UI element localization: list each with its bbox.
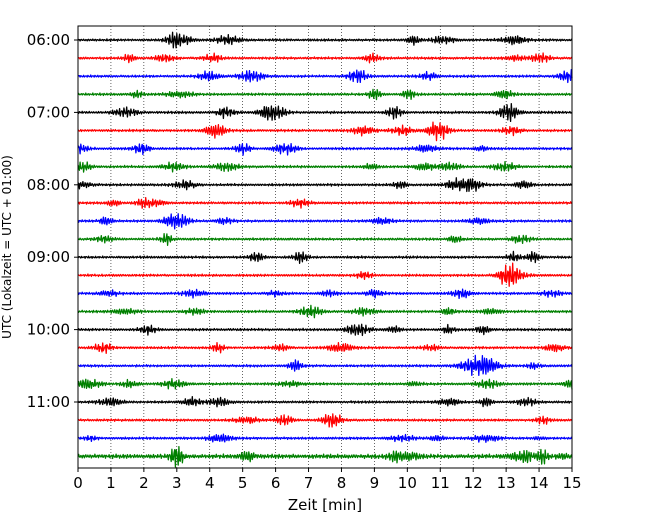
trace-0700 xyxy=(77,103,573,123)
x-tick-label: 10 xyxy=(398,474,417,492)
trace-0800 xyxy=(77,177,573,193)
trace-0945 xyxy=(77,304,573,319)
trace-0915 xyxy=(77,262,573,287)
trace-1130 xyxy=(77,433,573,443)
seismogram-traces xyxy=(77,31,573,468)
trace-1115 xyxy=(77,413,573,428)
x-tick-label: 9 xyxy=(370,474,380,492)
y-tick-label: 11:00 xyxy=(27,393,70,411)
y-tick-label: 08:00 xyxy=(27,176,70,194)
y-tick-label: 06:00 xyxy=(27,31,70,49)
trace-0645 xyxy=(77,88,573,101)
x-tick-label: 4 xyxy=(205,474,215,492)
x-axis: 0 1 2 3 4 5 6 7 8 9 10 11 12 13 14 15 xyxy=(73,468,582,492)
trace-0630 xyxy=(77,69,573,84)
trace-0715 xyxy=(77,121,573,142)
x-tick-label: 11 xyxy=(431,474,450,492)
x-tick-label: 5 xyxy=(238,474,248,492)
trace-0815 xyxy=(78,196,572,209)
x-tick-label: 2 xyxy=(139,474,149,492)
trace-0845 xyxy=(77,233,573,246)
y-axis: 06:00 07:00 08:00 09:00 10:00 11:00 xyxy=(27,31,78,411)
x-tick-label: 0 xyxy=(73,474,83,492)
trace-1015 xyxy=(77,342,573,354)
trace-1045 xyxy=(77,378,573,390)
x-axis-label: Zeit [min] xyxy=(288,496,362,514)
plot-frame xyxy=(77,25,573,469)
y-axis-label: UTC (Lokalzeit = UTC + 01:00) xyxy=(0,155,14,339)
x-tick-label: 14 xyxy=(530,474,549,492)
trace-1145 xyxy=(77,445,573,468)
trace-0615 xyxy=(77,52,573,64)
trace-0830 xyxy=(77,213,573,230)
x-tick-label: 8 xyxy=(337,474,347,492)
x-tick-label: 12 xyxy=(464,474,483,492)
x-tick-label: 15 xyxy=(562,474,581,492)
trace-0930 xyxy=(77,288,573,300)
trace-1000 xyxy=(77,323,573,337)
x-tick-label: 3 xyxy=(172,474,182,492)
y-tick-label: 10:00 xyxy=(27,321,70,339)
trace-0745 xyxy=(77,161,573,173)
x-tick-label: 7 xyxy=(304,474,314,492)
trace-0730 xyxy=(77,142,573,156)
x-tick-label: 13 xyxy=(497,474,516,492)
trace-1030 xyxy=(77,354,573,376)
y-tick-label: 07:00 xyxy=(27,103,70,121)
x-tick-label: 6 xyxy=(271,474,281,492)
x-tick-label: 1 xyxy=(106,474,116,492)
trace-0900 xyxy=(77,250,573,264)
y-tick-label: 09:00 xyxy=(27,248,70,266)
trace-0600 xyxy=(77,31,573,49)
trace-1100 xyxy=(77,396,573,408)
